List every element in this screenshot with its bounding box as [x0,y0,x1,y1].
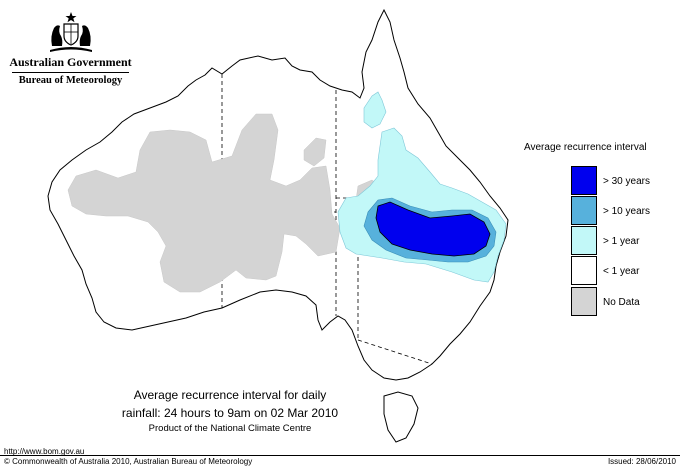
legend-swatch-30-years [571,166,597,195]
org-line2: Bureau of Meteorology [18,75,123,86]
copyright-text: © Commonwealth of Australia 2010, Austra… [4,457,253,466]
recurrence-gt-30-years [375,201,491,257]
issued-date: Issued: 28/06/2010 [607,457,676,466]
legend-label-lt-1-year: < 1 year [603,266,640,277]
org-divider [12,72,129,73]
caption-line1: Average recurrence interval for daily [133,388,327,402]
legend-swatch-lt-1-year [571,256,597,285]
org-line1: Australian Government [9,55,132,69]
government-logo-block: Australian Government Bureau of Meteorol… [8,10,133,86]
legend-swatch-1-year [571,226,597,255]
caption-line3: Product of the National Climate Centre [148,423,312,434]
coat-of-arms-icon [49,12,92,52]
footer-divider [0,455,680,456]
legend-label-10-years: > 10 years [603,206,650,217]
caption-line2: rainfall: 24 hours to 9am on 02 Mar 2010 [121,406,339,420]
legend-label-1-year: > 1 year [603,236,640,247]
legend-title: Average recurrence interval [524,142,647,153]
tasmania [383,391,419,443]
website-url: http://www.bom.gov.au [4,447,85,456]
legend-label-30-years: > 30 years [603,176,650,187]
legend-label-no-data: No Data [603,297,640,308]
legend-swatch-10-years [571,196,597,225]
legend-swatch-no-data [571,287,597,316]
